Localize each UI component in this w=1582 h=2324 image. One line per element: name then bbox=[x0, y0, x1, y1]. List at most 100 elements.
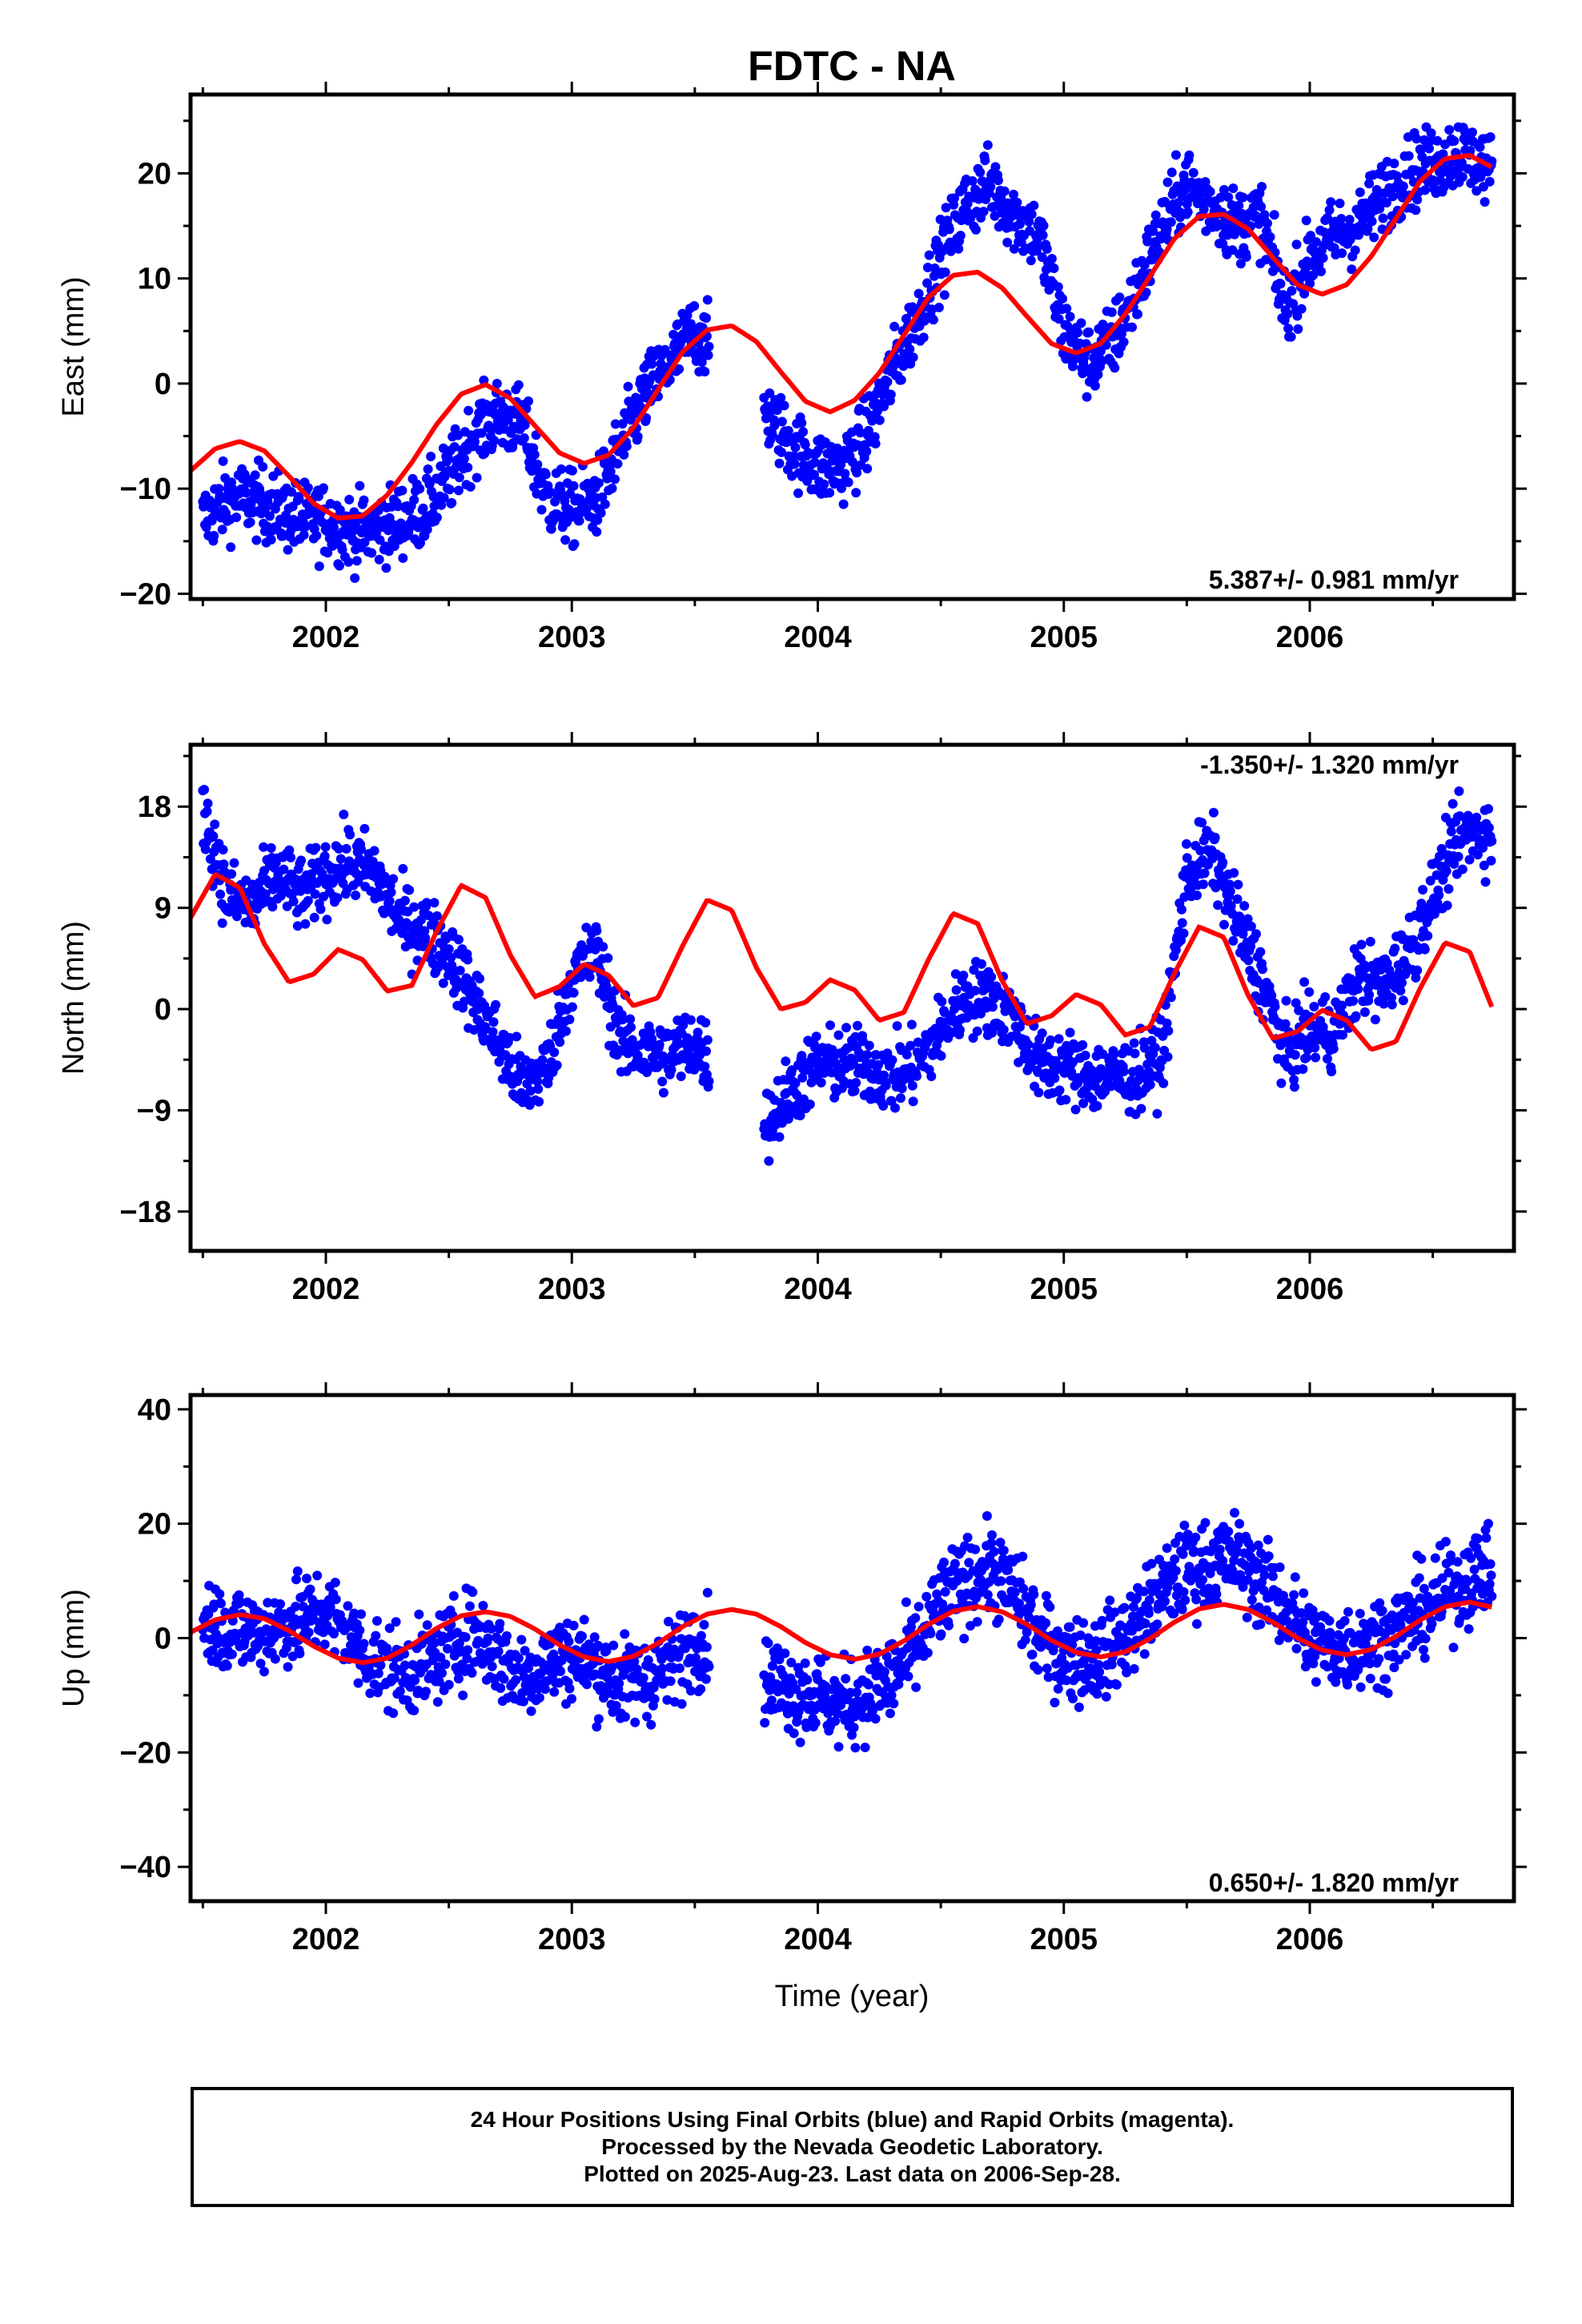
data-point bbox=[579, 1614, 589, 1625]
data-point bbox=[623, 381, 633, 392]
data-point bbox=[789, 1728, 799, 1739]
data-point bbox=[1034, 1088, 1044, 1098]
data-point bbox=[593, 1714, 604, 1724]
data-point bbox=[439, 493, 449, 503]
data-point bbox=[250, 470, 260, 480]
data-point bbox=[1033, 1665, 1043, 1675]
data-point bbox=[1218, 857, 1228, 867]
data-point bbox=[1251, 929, 1261, 939]
data-point bbox=[400, 895, 410, 906]
data-point bbox=[423, 464, 433, 474]
data-point bbox=[833, 1030, 844, 1040]
data-point bbox=[1178, 1549, 1188, 1559]
data-point bbox=[214, 484, 224, 494]
data-point bbox=[625, 1014, 636, 1024]
data-point bbox=[335, 854, 346, 864]
data-point bbox=[950, 1558, 960, 1569]
data-point bbox=[998, 1546, 1009, 1556]
data-point bbox=[374, 554, 384, 565]
data-point bbox=[1046, 1035, 1056, 1045]
data-point bbox=[1370, 1015, 1380, 1025]
data-point bbox=[359, 495, 369, 505]
data-point bbox=[300, 919, 311, 929]
data-point bbox=[1188, 167, 1199, 178]
east-rate-label: 5.387+/- 0.981 mm/yr bbox=[1209, 565, 1459, 594]
data-point bbox=[259, 1667, 269, 1677]
data-point bbox=[567, 1694, 576, 1704]
data-point bbox=[302, 1574, 312, 1583]
data-point bbox=[764, 1156, 774, 1166]
data-point bbox=[561, 1026, 571, 1036]
data-point bbox=[1232, 894, 1243, 904]
data-point bbox=[199, 785, 210, 794]
data-point bbox=[1070, 1104, 1081, 1115]
data-point bbox=[1162, 177, 1173, 187]
data-point bbox=[1255, 947, 1266, 957]
data-point bbox=[1065, 312, 1075, 322]
data-point bbox=[936, 1051, 946, 1061]
y-tick-label: 10 bbox=[138, 263, 171, 296]
data-point bbox=[1398, 995, 1408, 1006]
data-point bbox=[882, 376, 893, 387]
data-point bbox=[993, 175, 1003, 186]
data-point bbox=[1026, 209, 1037, 219]
data-point bbox=[939, 1557, 949, 1567]
data-point bbox=[409, 1705, 420, 1715]
y-tick-label: −20 bbox=[120, 577, 171, 611]
data-point bbox=[1176, 904, 1186, 915]
data-point bbox=[1158, 1078, 1169, 1088]
data-point bbox=[444, 1679, 454, 1690]
data-point bbox=[774, 458, 785, 468]
data-point bbox=[1281, 995, 1291, 1006]
data-point bbox=[1447, 798, 1458, 809]
data-point bbox=[1140, 1618, 1150, 1629]
data-point bbox=[926, 1628, 936, 1638]
data-point bbox=[582, 1679, 592, 1690]
data-point bbox=[1286, 332, 1296, 342]
data-point bbox=[1326, 197, 1336, 207]
data-point bbox=[1275, 279, 1286, 289]
data-point bbox=[592, 527, 602, 537]
data-point bbox=[1178, 1586, 1189, 1597]
data-point bbox=[270, 1654, 280, 1664]
x-tick-label: 2002 bbox=[292, 621, 360, 654]
data-point bbox=[805, 1100, 815, 1109]
data-point bbox=[1150, 1043, 1160, 1053]
data-point bbox=[409, 902, 420, 912]
data-point bbox=[763, 1638, 773, 1648]
data-point bbox=[323, 548, 333, 558]
data-point bbox=[908, 1096, 918, 1107]
data-point bbox=[359, 823, 370, 834]
data-point bbox=[1170, 150, 1181, 160]
data-point bbox=[474, 988, 484, 999]
data-point bbox=[555, 1037, 565, 1047]
y-tick-label: 18 bbox=[138, 790, 171, 824]
data-point bbox=[996, 1576, 1006, 1586]
data-point bbox=[926, 1072, 937, 1081]
data-point bbox=[351, 556, 362, 566]
data-point bbox=[696, 1684, 706, 1695]
data-point bbox=[1144, 1595, 1154, 1605]
data-point bbox=[879, 1667, 889, 1677]
data-point bbox=[1084, 327, 1094, 337]
data-point bbox=[789, 451, 799, 461]
data-point bbox=[231, 513, 242, 522]
data-point bbox=[291, 1574, 301, 1585]
data-point bbox=[617, 419, 628, 429]
data-point bbox=[892, 1021, 902, 1031]
data-point bbox=[534, 1693, 544, 1703]
data-point bbox=[356, 1609, 366, 1619]
data-point bbox=[511, 1675, 521, 1685]
data-point bbox=[838, 499, 849, 509]
data-point bbox=[964, 1558, 974, 1568]
data-point bbox=[955, 1025, 965, 1035]
data-point bbox=[1293, 324, 1303, 334]
data-point bbox=[701, 1046, 711, 1056]
data-point bbox=[802, 1675, 813, 1685]
data-point bbox=[372, 1616, 382, 1626]
data-point bbox=[811, 1031, 821, 1042]
data-point bbox=[303, 895, 313, 906]
data-point bbox=[1355, 187, 1365, 198]
